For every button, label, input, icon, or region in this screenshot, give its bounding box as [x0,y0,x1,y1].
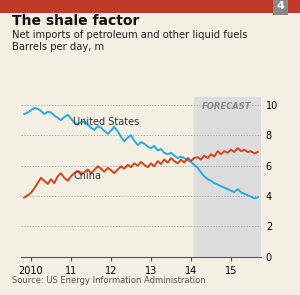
Text: Source: US Energy Information Administration: Source: US Energy Information Administra… [12,276,206,285]
Text: 4: 4 [277,1,284,12]
Bar [194,97,300,257]
Text: FORECAST: FORECAST [202,102,252,111]
Text: The shale factor: The shale factor [12,14,140,28]
Text: China: China [73,171,101,181]
Text: United States: United States [73,117,139,127]
Text: Barrels per day, m: Barrels per day, m [12,42,104,52]
Text: Net imports of petroleum and other liquid fuels: Net imports of petroleum and other liqui… [12,30,247,40]
